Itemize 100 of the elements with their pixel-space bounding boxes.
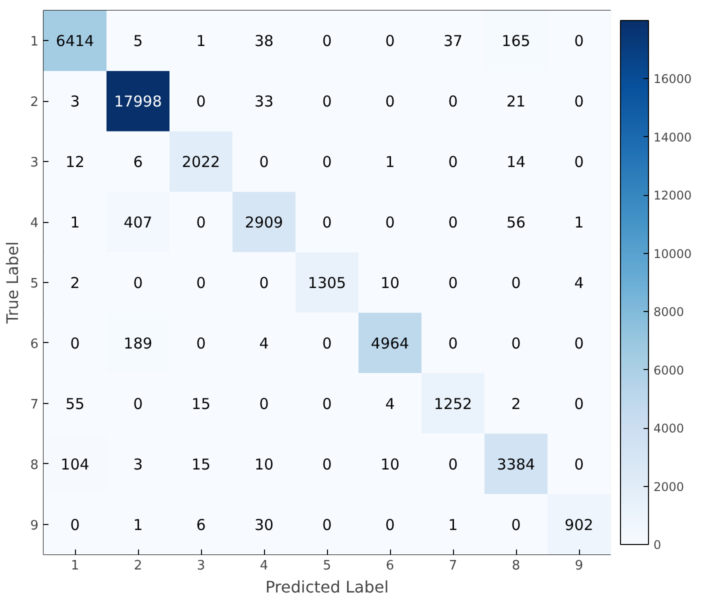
data-label: 12 (65, 153, 85, 172)
data-label: 4 (259, 334, 269, 352)
data-label: 0 (448, 214, 458, 232)
data-label: 0 (574, 92, 584, 111)
data-label: 0 (385, 516, 395, 534)
data-label: 6 (133, 153, 143, 172)
x-tick-label: 5 (322, 558, 332, 574)
data-label: 37 (443, 32, 463, 50)
data-label: 33 (254, 92, 274, 111)
data-label: 6 (196, 516, 206, 534)
data-label: 104 (60, 455, 90, 474)
x-tick-label: 4 (260, 558, 268, 574)
x-tick-label: 7 (448, 558, 458, 574)
color-bar-label: 12000 (654, 188, 692, 203)
color-bar-label: 0 (654, 538, 662, 552)
data-label: 0 (511, 516, 521, 534)
data-label: 0 (511, 274, 521, 292)
data-label: 0 (322, 214, 332, 232)
data-label: 2 (70, 274, 80, 292)
data-label: 4 (385, 394, 395, 413)
data-label: 3384 (496, 455, 536, 474)
data-label: 3 (70, 92, 80, 111)
data-label: 56 (506, 214, 526, 232)
y-tick-label: 4 (30, 216, 39, 232)
data-label: 10 (380, 274, 400, 292)
data-label: 0 (322, 92, 332, 111)
data-label: 0 (385, 214, 395, 232)
data-label: 30 (254, 516, 274, 534)
data-label: 0 (70, 516, 80, 534)
data-label: 21 (506, 92, 526, 111)
data-label: 3 (133, 455, 143, 474)
y-tick-label: 7 (30, 397, 39, 412)
data-label: 0 (448, 334, 458, 352)
data-label: 0 (196, 92, 206, 111)
color-bar-label: 8000 (654, 305, 684, 320)
color-bar-label: 16000 (654, 72, 692, 86)
data-label: 2022 (182, 153, 220, 172)
data-label: 0 (322, 455, 332, 474)
data-label: 6414 (56, 32, 94, 50)
data-label: 0 (574, 32, 584, 50)
data-label: 0 (448, 92, 458, 111)
data-label: 407 (124, 214, 152, 232)
data-label: 0 (448, 455, 458, 474)
data-label: 0 (322, 32, 332, 50)
data-label: 1 (574, 214, 584, 232)
data-label: 0 (196, 274, 206, 292)
data-label: 0 (574, 334, 584, 352)
y-axis-title: True Label (3, 241, 22, 325)
color-bar-label: 10000 (654, 246, 692, 261)
x-axis-title: Predicted Label (265, 578, 389, 596)
data-label: 0 (574, 153, 584, 172)
x-tick-label: 3 (196, 558, 206, 574)
data-label: 0 (196, 334, 206, 352)
data-label: 0 (133, 274, 143, 292)
data-label: 902 (564, 516, 594, 534)
x-tick-label: 9 (574, 558, 584, 574)
y-tick-label: 6 (30, 336, 39, 352)
data-label: 0 (448, 274, 458, 292)
y-tick-label: 2 (30, 95, 39, 110)
data-label: 15 (191, 455, 211, 474)
data-label: 1 (196, 32, 206, 50)
data-label: 55 (65, 394, 85, 413)
data-label: 0 (322, 153, 332, 172)
data-label: 15 (191, 394, 211, 413)
data-label: 10 (254, 455, 274, 474)
color-bar-label: 4000 (654, 422, 684, 436)
y-tick-label: 3 (30, 156, 39, 171)
color-bar-label: 6000 (654, 363, 684, 378)
data-label: 0 (448, 153, 458, 172)
y-tick-label: 8 (30, 458, 39, 473)
data-label: 0 (322, 334, 332, 352)
data-label: 0 (574, 394, 584, 413)
color-bar-label: 14000 (654, 130, 692, 144)
y-tick-label: 1 (30, 34, 39, 50)
x-tick-label: 6 (386, 558, 394, 574)
data-label: 1 (133, 516, 143, 534)
y-tick-label: 5 (30, 276, 39, 292)
y-tick-label: 9 (30, 518, 39, 534)
data-label: 0 (322, 394, 332, 413)
data-label: 1305 (308, 274, 346, 292)
data-label: 2 (511, 394, 521, 413)
x-tick-label: 8 (512, 558, 520, 574)
data-label: 0 (133, 394, 143, 413)
x-tick-label: 2 (134, 558, 142, 574)
data-label: 0 (385, 92, 395, 111)
data-label: 0 (385, 32, 395, 50)
data-label: 0 (259, 153, 269, 172)
data-label: 0 (322, 516, 332, 534)
data-label: 165 (502, 32, 530, 50)
data-label: 17998 (114, 92, 162, 111)
data-label: 1252 (434, 394, 472, 413)
data-label: 38 (254, 32, 274, 50)
data-label: 4 (574, 274, 584, 292)
data-label: 2909 (244, 214, 284, 232)
data-label: 10 (380, 455, 400, 474)
color-bar-label: 2000 (654, 480, 684, 494)
data-label: 0 (511, 334, 521, 352)
data-label: 1 (448, 516, 458, 534)
data-label: 5 (133, 32, 143, 50)
data-label: 189 (124, 334, 152, 352)
